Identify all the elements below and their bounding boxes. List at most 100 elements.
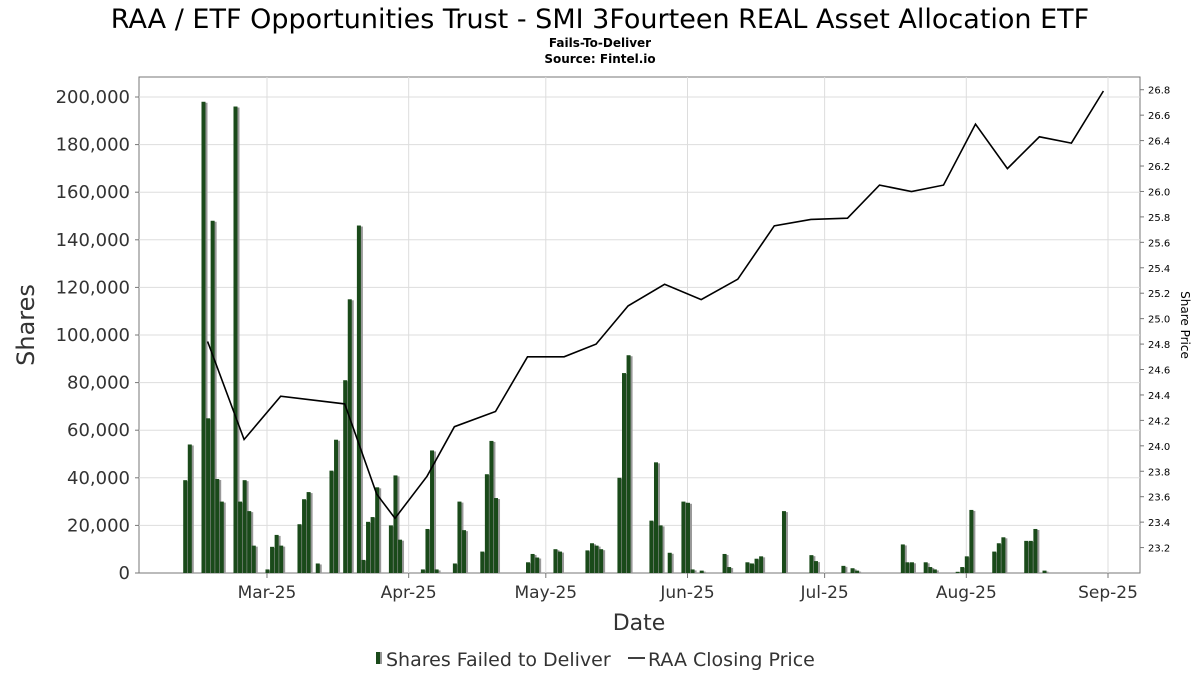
- ftd-bar-shadow: [391, 526, 395, 573]
- ftd-bar-shadow: [757, 559, 761, 573]
- ftd-bar: [781, 511, 786, 573]
- ftd-bar: [251, 545, 256, 573]
- ftd-bar-shadow: [538, 558, 542, 573]
- y2-tick-label: 26.8: [1148, 86, 1170, 97]
- ftd-bar: [484, 474, 489, 573]
- ftd-bar-shadow: [748, 563, 752, 573]
- x-tick-label: Mar-25: [238, 583, 297, 603]
- ftd-bar: [841, 565, 846, 573]
- ftd-bar-shadow: [620, 478, 624, 573]
- ftd-bar-shadow: [693, 570, 697, 573]
- ftd-bar: [270, 546, 275, 573]
- ftd-bar-shadow: [816, 562, 820, 573]
- ftd-bar-shadow: [213, 221, 217, 573]
- ftd-bar: [932, 569, 937, 573]
- ftd-bar: [759, 556, 764, 573]
- x-tick-label: Apr-25: [381, 583, 437, 603]
- ftd-bar: [909, 562, 914, 573]
- ftd-bar-shadow: [305, 500, 309, 573]
- ftd-bar: [855, 570, 860, 573]
- y2-tick-label: 23.6: [1148, 493, 1170, 504]
- y2-tick-label: 24.6: [1148, 366, 1170, 377]
- ftd-bar-shadow: [858, 571, 862, 573]
- legend-bar-swatch: [376, 652, 380, 664]
- ftd-bar-shadow: [912, 563, 916, 573]
- ftd-bar-shadow: [433, 451, 437, 573]
- ftd-bar: [1028, 540, 1033, 573]
- ftd-bar-shadow: [844, 566, 848, 573]
- ftd-bar: [553, 549, 558, 573]
- ftd-bar-shadow: [588, 551, 592, 573]
- ftd-bar-shadow: [437, 570, 441, 573]
- x-tick-label: Sep-25: [1078, 583, 1138, 603]
- ftd-bar: [749, 563, 754, 573]
- ftd-bar-shadow: [1004, 538, 1008, 573]
- ftd-bar: [699, 570, 704, 573]
- ftd-bar: [727, 567, 732, 573]
- ftd-bar: [210, 220, 215, 573]
- ftd-bar: [430, 450, 435, 573]
- ftd-bar-shadow: [337, 440, 341, 573]
- ftd-bar-shadow: [460, 502, 464, 573]
- legend: Shares Failed to Deliver RAA Closing Pri…: [376, 649, 815, 671]
- ftd-bar-shadow: [702, 571, 706, 573]
- y-tick-label: 60,000: [67, 420, 130, 441]
- ftd-bar: [219, 501, 224, 573]
- ftd-bar: [996, 543, 1001, 573]
- ftd-bar-shadow: [762, 557, 766, 573]
- ftd-bar: [1033, 528, 1038, 573]
- ftd-bar: [530, 553, 535, 573]
- ftd-bar-shadow: [556, 550, 560, 573]
- ftd-bar: [233, 106, 238, 574]
- ftd-bar: [398, 539, 403, 573]
- ftd-bar: [425, 528, 430, 573]
- ftd-bar-shadow: [423, 570, 427, 573]
- y2-tick-label: 26.0: [1148, 187, 1170, 198]
- ftd-bar: [238, 501, 243, 573]
- ftd-bar: [722, 553, 727, 573]
- y2-tick-label: 24.0: [1148, 442, 1170, 453]
- ftd-bar: [206, 418, 211, 573]
- ftd-bar-shadow: [730, 568, 734, 573]
- ftd-bar-shadow: [318, 564, 322, 573]
- ftd-bar: [900, 544, 905, 573]
- plot-area: [138, 76, 1141, 574]
- axes: 0 20,000 40,000 60,000 80,000 100,000 120,000 1…: [56, 86, 1171, 603]
- ftd-bar-shadow: [784, 512, 788, 573]
- ftd-bar-shadow: [455, 564, 459, 573]
- ftd-bar: [850, 568, 855, 573]
- ftd-bar-shadow: [273, 547, 277, 573]
- ftd-bar-shadow: [465, 531, 469, 573]
- ftd-bar: [457, 501, 462, 573]
- y2-tick-label: 25.2: [1148, 289, 1170, 300]
- y2-axis-label: Share Price: [1178, 291, 1192, 359]
- ftd-bar-shadow: [428, 529, 432, 573]
- y2-tick-label: 24.4: [1148, 391, 1170, 402]
- ftd-bar: [242, 480, 247, 573]
- ftd-bar-shadow: [661, 526, 665, 573]
- ftd-bar-shadow: [254, 546, 258, 573]
- ftd-bar: [434, 569, 439, 573]
- ftd-bar-shadow: [1036, 529, 1040, 573]
- ftd-bar: [626, 355, 631, 573]
- ftd-bar: [964, 556, 969, 573]
- ftd-bar: [690, 569, 695, 573]
- ftd-bar: [480, 551, 485, 573]
- ftd-bar-shadow: [629, 356, 633, 573]
- ftd-bar-shadow: [652, 521, 656, 573]
- y-tick-label: 120,000: [56, 277, 130, 298]
- ftd-bar: [187, 444, 192, 573]
- y2-tick-label: 24.2: [1148, 416, 1170, 427]
- ftd-bar-shadow: [401, 540, 405, 573]
- ftd-bar-shadow: [369, 522, 373, 573]
- ftd-bar-shadow: [752, 564, 756, 573]
- ftd-bars: [183, 101, 1049, 574]
- ftd-bar-shadow: [995, 552, 999, 573]
- price-line-layer: [206, 90, 1105, 520]
- ftd-bar-shadow: [999, 544, 1003, 573]
- ftd-bar-shadow: [597, 546, 601, 573]
- ftd-bar: [315, 563, 320, 573]
- ftd-bar-shadow: [268, 570, 272, 573]
- ftd-bar-shadow: [625, 374, 629, 573]
- ftd-bar-shadow: [245, 481, 249, 573]
